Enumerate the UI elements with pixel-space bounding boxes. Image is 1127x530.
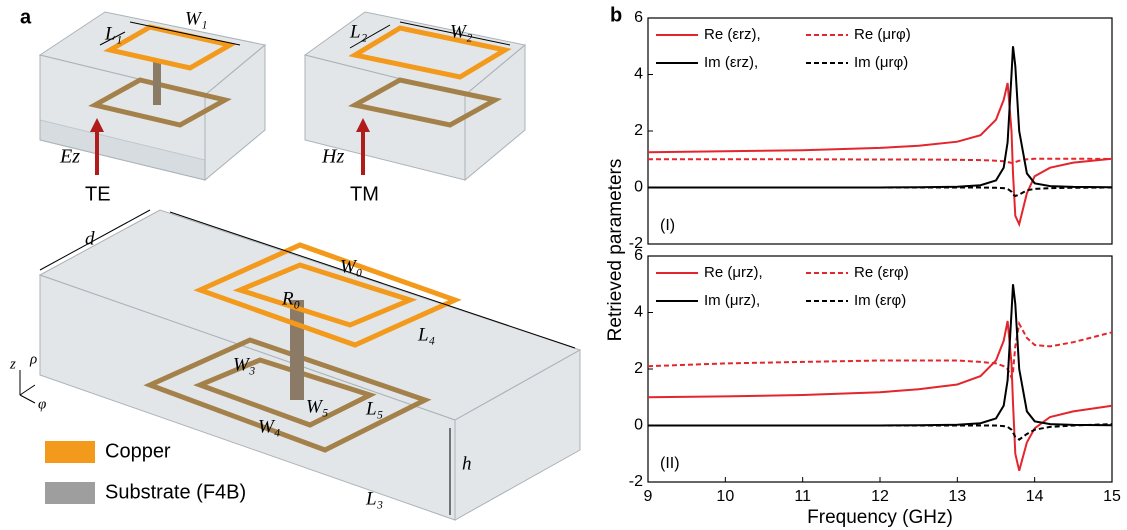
- y-tick-label: 2: [634, 122, 643, 139]
- legend-label: Copper: [105, 440, 171, 462]
- legend-label: Im (εrφ): [854, 292, 906, 309]
- dim-label: L₅: [365, 398, 383, 419]
- y-tick-label: 0: [634, 417, 643, 434]
- mode-label: TE: [85, 183, 111, 205]
- y-tick-label: 6: [634, 247, 643, 264]
- y-tick-label: 0: [634, 179, 643, 196]
- dim-label: h: [462, 453, 472, 474]
- axis-label: ρ: [29, 351, 37, 367]
- mode-label: TM: [350, 183, 379, 205]
- x-tick-label: 9: [644, 488, 653, 505]
- field-label: Hz: [321, 146, 344, 168]
- panel-label: b: [610, 4, 622, 26]
- panel-a: a L₁ W₁ L₂ W₂ Ez TE Hz TM d W₀ R₀ L₄ W₃ …: [9, 6, 580, 520]
- x-tick-label: 12: [871, 488, 889, 505]
- legend-label: Im (εrz),: [704, 54, 758, 71]
- via: [153, 60, 161, 105]
- series-line: [648, 83, 1112, 224]
- legend-label: Substrate (F4B): [105, 481, 246, 503]
- panel-b: -2 0 2 4 6 Re (εrz), Re (μrφ) Im (εrz), Im (μrφ)…: [605, 9, 1121, 528]
- dim-label: L₂: [349, 21, 368, 42]
- dim-label: d: [85, 228, 95, 249]
- dim-label: L₄: [417, 324, 435, 345]
- series-line: [648, 321, 1112, 471]
- annotation: (II): [660, 455, 680, 472]
- axis-label: z: [9, 356, 16, 372]
- dim-label: W₄: [258, 416, 280, 437]
- y-tick-label: 2: [634, 360, 643, 377]
- legend-label: Re (εrφ): [854, 264, 909, 281]
- dim-label: W₁: [185, 8, 207, 29]
- dim-label: L₁: [104, 23, 122, 44]
- legend-label: Re (μrz),: [704, 264, 763, 281]
- dim-label: W₂: [450, 21, 473, 42]
- y-axis-label: Retrieved parameters: [605, 159, 626, 342]
- y-tick-label: 6: [634, 9, 643, 26]
- series-line: [648, 324, 1112, 378]
- legend-label: Re (εrz),: [704, 26, 761, 43]
- x-tick-label: 10: [716, 488, 734, 505]
- x-tick-label: 14: [1026, 488, 1044, 505]
- x-tick-label: 15: [1103, 488, 1121, 505]
- legend-swatch: [45, 482, 95, 504]
- dim-label: L₃: [365, 488, 383, 509]
- dim-label: R₀: [281, 288, 300, 309]
- legend-label: Re (μrφ): [854, 26, 911, 43]
- axis: [20, 395, 35, 403]
- plot-frame: [648, 18, 1112, 244]
- axis: [20, 385, 35, 395]
- y-tick-label: 4: [634, 304, 643, 321]
- panel-label: a: [20, 6, 32, 28]
- dim-label: W₅: [306, 396, 328, 417]
- series-line: [648, 159, 1112, 163]
- legend-swatch: [45, 441, 95, 463]
- x-tick-label: 13: [948, 488, 966, 505]
- y-tick-label: 4: [634, 66, 643, 83]
- dim-label: W₀: [340, 256, 362, 277]
- plot-frame: [648, 256, 1112, 482]
- x-tick-label: 11: [794, 488, 811, 505]
- annotation: (I): [660, 217, 675, 234]
- dim-label: W₃: [233, 354, 255, 375]
- legend-label: Im (μrz),: [704, 292, 760, 309]
- field-label: Ez: [59, 146, 80, 168]
- y-tick-label: -2: [629, 473, 643, 490]
- x-axis-label: Frequency (GHz): [807, 507, 953, 528]
- axis-label: φ: [38, 396, 46, 412]
- via: [290, 300, 304, 400]
- series-line: [648, 188, 1112, 197]
- figure: a L₁ W₁ L₂ W₂ Ez TE Hz TM d W₀ R₀ L₄ W₃ …: [0, 0, 1127, 530]
- legend-label: Im (μrφ): [854, 54, 908, 71]
